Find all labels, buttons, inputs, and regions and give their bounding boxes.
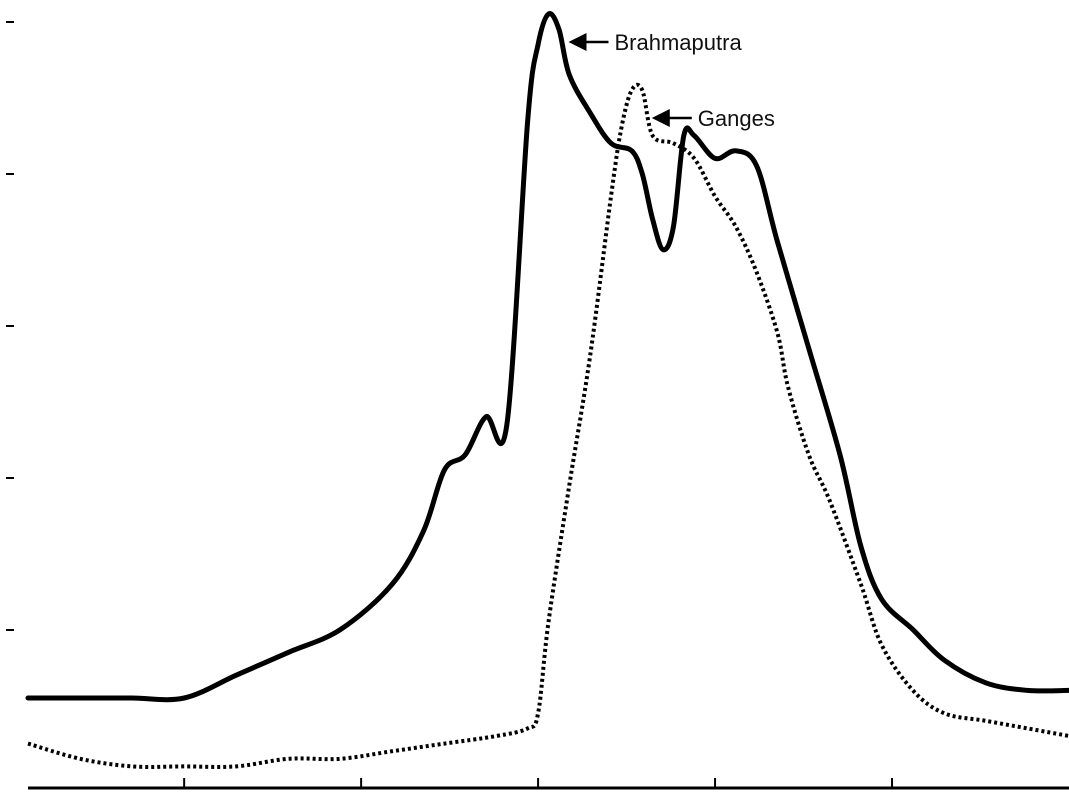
annotation-ganges: Ganges (651, 106, 775, 131)
axes (6, 21, 1069, 790)
annotation-label-1: Ganges (698, 106, 775, 131)
annotation-brahmaputra: Brahmaputra (568, 30, 743, 55)
annotation-label-0: Brahmaputra (615, 30, 743, 55)
series-line-ganges (27, 82, 1069, 769)
annotations: Brahmaputra Ganges (568, 30, 775, 131)
series-line-brahmaputra (25, 11, 1069, 703)
series-layer (25, 11, 1069, 769)
annotation-arrowhead-0 (568, 33, 587, 51)
annotation-arrowhead-1 (651, 109, 670, 127)
